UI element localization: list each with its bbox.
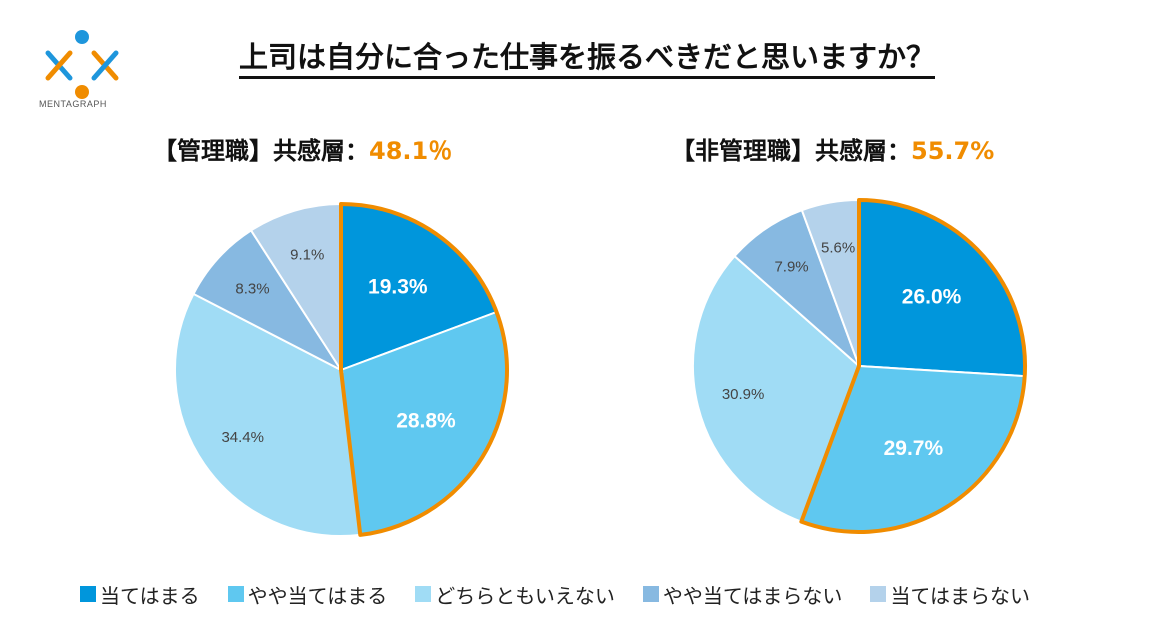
legend-item: やや当てはまる	[227, 580, 388, 609]
legend-label: やや当てはまる	[247, 583, 388, 608]
legend-swatch	[870, 586, 887, 602]
data-label: 34.4%	[221, 429, 264, 446]
data-label: 19.3%	[368, 276, 428, 299]
page-title-text: 上司は自分に合った仕事を振るべきだと思いますか？	[238, 40, 935, 79]
data-label: 26.0%	[902, 285, 962, 308]
pie-slice	[174, 292, 362, 537]
legend-label: 当てはまらない	[890, 583, 1031, 608]
legend: 当てはまる やや当てはまる どちらともいえない やや当てはまらない 当てはまらな…	[80, 580, 1120, 608]
chart-title-value: 55.7%	[911, 137, 995, 165]
data-label: 9.1%	[290, 246, 324, 263]
logo-wordmark: MENTAGRAPH	[39, 99, 107, 109]
logo-dot-bottom	[75, 85, 89, 99]
legend-swatch	[642, 586, 659, 602]
legend-swatch	[227, 586, 244, 602]
legend-label: どちらともいえない	[435, 583, 615, 608]
page-title: 上司は自分に合った仕事を振るべきだと思いますか？	[0, 34, 1174, 79]
legend-swatch	[80, 586, 96, 602]
legend-swatch	[415, 586, 432, 602]
pie-chart-managers: 19.3% 28.8% 34.4% 8.3% 9.1%	[174, 202, 509, 537]
pie-slice	[692, 254, 861, 523]
chart-title-prefix: 【非管理職】共感層：	[671, 137, 911, 165]
data-label: 5.6%	[821, 239, 855, 256]
pie-slice	[192, 229, 344, 373]
logo-line	[45, 50, 73, 81]
chart-title-non-managers: 【非管理職】共感層：55.7%	[671, 131, 994, 166]
legend-item: 当てはまらない	[870, 580, 1030, 609]
data-label: 7.9%	[774, 258, 808, 275]
chart-title-managers: 【管理職】共感層：48.1％	[153, 131, 452, 166]
data-label: 29.7%	[884, 437, 944, 460]
highlight-outline	[799, 198, 1027, 534]
highlight-outline	[339, 202, 509, 537]
chart-title-prefix: 【管理職】共感層：	[153, 137, 369, 165]
logo-dot-top	[75, 30, 89, 44]
logo-line	[91, 50, 119, 81]
pie-chart-non-managers: 26.0% 29.7% 30.9% 7.9% 5.6%	[692, 198, 1027, 534]
legend-item: 当てはまる	[80, 580, 200, 609]
data-label: 28.8%	[396, 410, 456, 433]
legend-label: やや当てはまらない	[662, 583, 843, 608]
chart-title-value: 48.1％	[369, 137, 453, 165]
legend-label: 当てはまる	[100, 583, 200, 608]
data-label: 30.9%	[722, 386, 765, 403]
mentagraph-logo	[45, 30, 119, 99]
legend-item: どちらともいえない	[415, 580, 615, 609]
legend-item: やや当てはまらない	[642, 580, 843, 609]
data-label: 8.3%	[235, 281, 269, 298]
